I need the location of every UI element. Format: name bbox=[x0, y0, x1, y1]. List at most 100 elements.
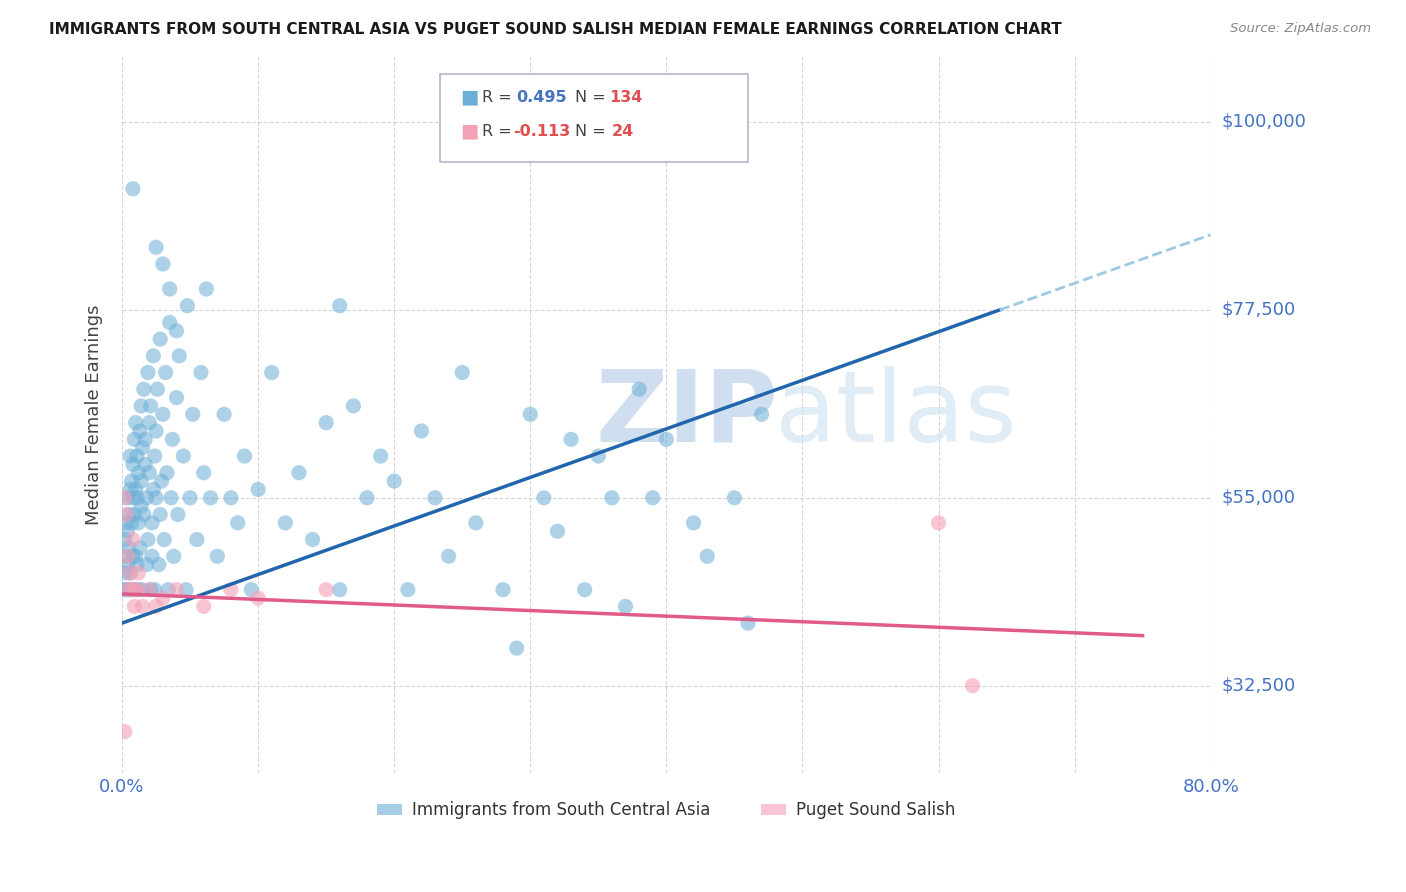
Point bbox=[122, 549, 145, 564]
Point bbox=[141, 516, 163, 530]
Text: ZIP: ZIP bbox=[596, 366, 779, 463]
Point bbox=[132, 508, 155, 522]
Point bbox=[142, 349, 165, 363]
Point bbox=[200, 491, 222, 505]
Point bbox=[723, 491, 745, 505]
Point bbox=[121, 474, 143, 488]
Point bbox=[927, 516, 949, 530]
Point bbox=[122, 533, 145, 547]
Point bbox=[423, 491, 446, 505]
Point bbox=[135, 491, 157, 505]
Point bbox=[682, 516, 704, 530]
Point bbox=[519, 407, 541, 421]
Point bbox=[655, 433, 678, 447]
Point bbox=[157, 582, 180, 597]
Point bbox=[117, 524, 139, 539]
Point bbox=[172, 449, 194, 463]
Point bbox=[114, 566, 136, 580]
Point bbox=[382, 474, 405, 488]
Text: N =: N = bbox=[575, 90, 612, 104]
Point bbox=[396, 582, 419, 597]
Point bbox=[132, 382, 155, 396]
Point bbox=[142, 483, 165, 497]
Point bbox=[751, 407, 773, 421]
Point bbox=[179, 491, 201, 505]
Point bbox=[139, 399, 162, 413]
Point bbox=[115, 508, 138, 522]
Point bbox=[120, 566, 142, 580]
Point bbox=[120, 449, 142, 463]
Point bbox=[588, 449, 610, 463]
Point bbox=[167, 349, 190, 363]
Point bbox=[125, 449, 148, 463]
Point bbox=[152, 407, 174, 421]
Point bbox=[247, 591, 270, 605]
Point bbox=[115, 549, 138, 564]
Point bbox=[124, 433, 146, 447]
Point bbox=[127, 582, 149, 597]
Point bbox=[247, 483, 270, 497]
Point bbox=[152, 591, 174, 605]
Point bbox=[342, 399, 364, 413]
Point bbox=[212, 407, 235, 421]
Point bbox=[146, 382, 169, 396]
Point bbox=[190, 366, 212, 380]
Point bbox=[124, 483, 146, 497]
Point bbox=[125, 558, 148, 572]
Point bbox=[135, 558, 157, 572]
Text: ■: ■ bbox=[460, 87, 478, 107]
Text: $77,500: $77,500 bbox=[1222, 301, 1296, 318]
Point bbox=[260, 366, 283, 380]
Text: $32,500: $32,500 bbox=[1222, 677, 1296, 695]
Point bbox=[134, 458, 156, 472]
Point bbox=[492, 582, 515, 597]
Text: 134: 134 bbox=[609, 90, 643, 104]
Point bbox=[600, 491, 623, 505]
Point bbox=[117, 491, 139, 505]
Point bbox=[329, 299, 352, 313]
Text: N =: N = bbox=[575, 124, 612, 138]
Point bbox=[219, 582, 242, 597]
Point bbox=[129, 499, 152, 513]
Point bbox=[127, 516, 149, 530]
Point bbox=[176, 299, 198, 313]
Point bbox=[145, 491, 167, 505]
Point bbox=[120, 566, 142, 580]
Point bbox=[641, 491, 664, 505]
Point bbox=[120, 483, 142, 497]
Point bbox=[128, 424, 150, 438]
Point bbox=[118, 582, 141, 597]
Point bbox=[166, 582, 188, 597]
Point bbox=[301, 533, 323, 547]
Point bbox=[118, 541, 141, 555]
Point bbox=[233, 449, 256, 463]
Point bbox=[139, 582, 162, 597]
Point bbox=[149, 332, 172, 346]
Text: atlas: atlas bbox=[775, 366, 1017, 463]
Point bbox=[127, 566, 149, 580]
Point bbox=[145, 240, 167, 254]
Point bbox=[138, 466, 160, 480]
Point bbox=[574, 582, 596, 597]
Point bbox=[219, 491, 242, 505]
Point bbox=[437, 549, 460, 564]
Point bbox=[329, 582, 352, 597]
Point bbox=[150, 474, 173, 488]
Text: $55,000: $55,000 bbox=[1222, 489, 1296, 507]
Point bbox=[143, 582, 166, 597]
Text: $100,000: $100,000 bbox=[1222, 113, 1306, 131]
Point bbox=[207, 549, 229, 564]
Point bbox=[112, 582, 135, 597]
Point bbox=[315, 416, 337, 430]
Point bbox=[115, 582, 138, 597]
Point bbox=[125, 491, 148, 505]
Point bbox=[159, 282, 181, 296]
Point bbox=[136, 366, 159, 380]
Point bbox=[464, 516, 486, 530]
Point bbox=[155, 366, 177, 380]
Point bbox=[129, 399, 152, 413]
Point bbox=[163, 549, 186, 564]
Point bbox=[114, 491, 136, 505]
Point bbox=[122, 458, 145, 472]
Point bbox=[129, 474, 152, 488]
